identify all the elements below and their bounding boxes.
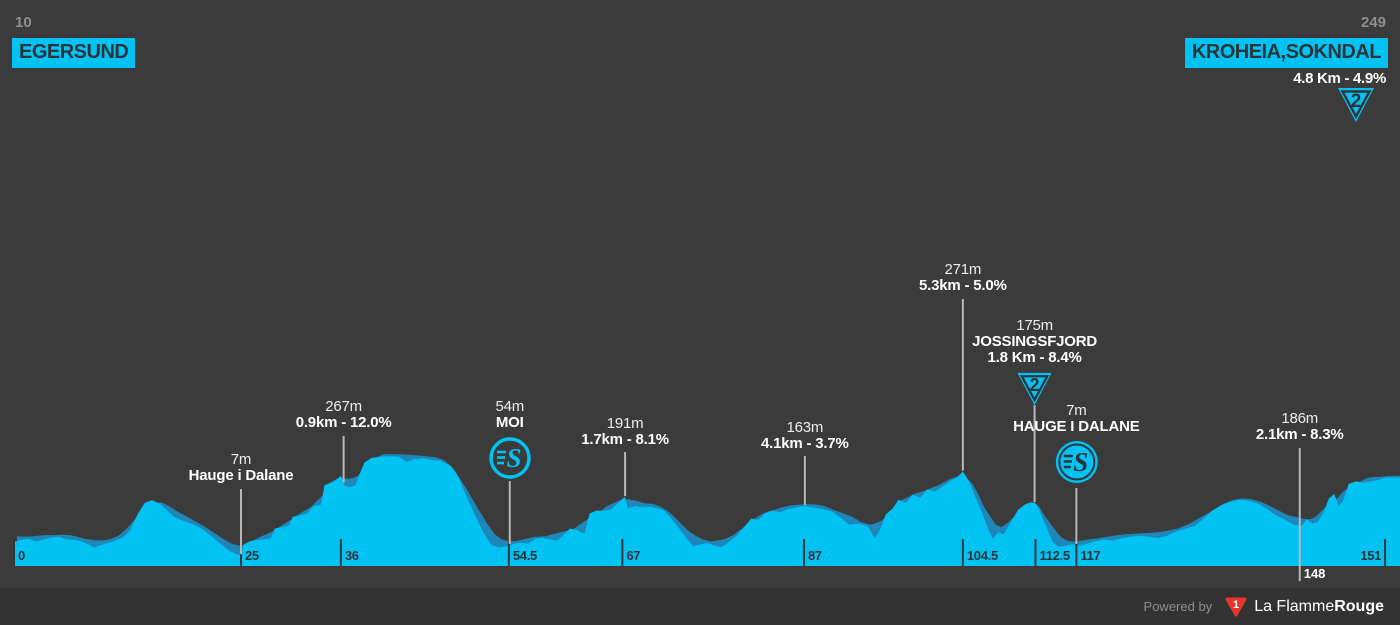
brand-name: La FlammeRouge — [1254, 598, 1384, 616]
la-flamme-rouge-logo-icon: 1 — [1224, 596, 1248, 618]
waypoint-name: MOI — [495, 414, 524, 431]
axis-tick-label: 87 — [807, 548, 822, 563]
waypoint-elevation: 191m — [606, 415, 644, 432]
waypoint-landmark: 7m Hauge i Dalane — [189, 452, 294, 484]
axis-tick-label: 151 — [1360, 548, 1382, 563]
category-2-climb-icon: 2 — [1016, 371, 1054, 407]
waypoint-climb: 186m 2.1km - 8.3% — [1256, 411, 1344, 443]
waypoint-sprint: 7m HAUGE I DALANE S — [1013, 402, 1140, 484]
axis-tick-label: 0 — [18, 548, 25, 563]
waypoint-climb-detail: 4.1km - 3.7% — [761, 435, 849, 452]
waypoint-elevation: 54m — [495, 398, 525, 415]
waypoint-climb: 271m 5.3km - 5.0% — [919, 262, 1007, 294]
waypoint-climb: 163m 4.1km - 3.7% — [761, 420, 849, 452]
waypoint-climb: 191m 1.7km - 8.1% — [581, 416, 669, 448]
waypoint-climb-detail: 1.8 Km - 8.4% — [987, 349, 1082, 366]
waypoint-elevation: 186m — [1281, 410, 1319, 427]
start-elevation-number: 10 — [15, 14, 32, 31]
profile-area — [14, 456, 1400, 566]
axis-subtick-label: 148 — [1303, 566, 1326, 581]
sprint-icon: S — [488, 436, 532, 480]
axis-tick-label: 25 — [245, 548, 259, 563]
axis-tick-label: 104.5 — [966, 548, 998, 563]
waypoint-climb: 175m JOSSINGSFJORD 1.8 Km - 8.4% 2 — [972, 318, 1097, 407]
waypoint-elevation: 163m — [786, 419, 824, 436]
finish-location-label: KROHEIA,SOKNDAL — [1184, 38, 1388, 68]
waypoint-elevation: 271m — [944, 261, 982, 278]
footer-bar: Powered by 1 La FlammeRouge — [0, 588, 1400, 625]
waypoint-name: JOSSINGSFJORD — [972, 333, 1098, 350]
waypoint-elevation: 7m — [1066, 402, 1087, 419]
svg-text:2: 2 — [1030, 375, 1040, 395]
finish-climb-stats: 4.8 Km - 4.9% — [1293, 70, 1386, 87]
waypoint-climb-detail: 1.7km - 8.1% — [581, 431, 669, 448]
sprint-icon-filled: S — [1054, 440, 1098, 484]
brand-name-regular: La Flamme — [1254, 597, 1335, 615]
waypoint-sprint: 54m MOI S — [488, 399, 532, 480]
powered-by-text: Powered by — [1143, 599, 1213, 614]
start-location-label: EGERSUND — [12, 38, 136, 68]
logo-number: 1 — [1233, 599, 1239, 611]
finish-elevation-number: 249 — [1360, 14, 1386, 31]
waypoint-elevation: 7m — [230, 451, 252, 468]
svg-text:S: S — [1073, 447, 1088, 477]
elevation-profile-chart — [13, 299, 1400, 581]
waypoint-name: HAUGE I DALANE — [1013, 418, 1140, 435]
axis-tick-label: 112.5 — [1039, 548, 1071, 563]
axis-tick-label: 117 — [1080, 548, 1101, 563]
brand-name-bold: Rouge — [1334, 597, 1384, 615]
category-number: 2 — [1351, 91, 1362, 112]
category-2-climb-icon: 2 — [1336, 86, 1376, 129]
waypoint-climb-detail: 5.3km - 5.0% — [919, 277, 1007, 294]
svg-text:S: S — [506, 443, 521, 473]
waypoint-climb: 267m 0.9km - 12.0% — [296, 399, 392, 431]
waypoint-elevation: 267m — [325, 398, 362, 415]
waypoint-climb-detail: 2.1km - 8.3% — [1255, 426, 1344, 443]
axis-tick-label: 67 — [626, 548, 641, 563]
axis-tick-label: 36 — [344, 548, 359, 563]
axis-tick-label: 54.5 — [512, 548, 537, 563]
waypoint-name: Hauge i Dalane — [188, 467, 294, 484]
waypoint-climb-detail: 0.9km - 12.0% — [295, 414, 392, 431]
waypoint-elevation: 175m — [1016, 317, 1053, 334]
